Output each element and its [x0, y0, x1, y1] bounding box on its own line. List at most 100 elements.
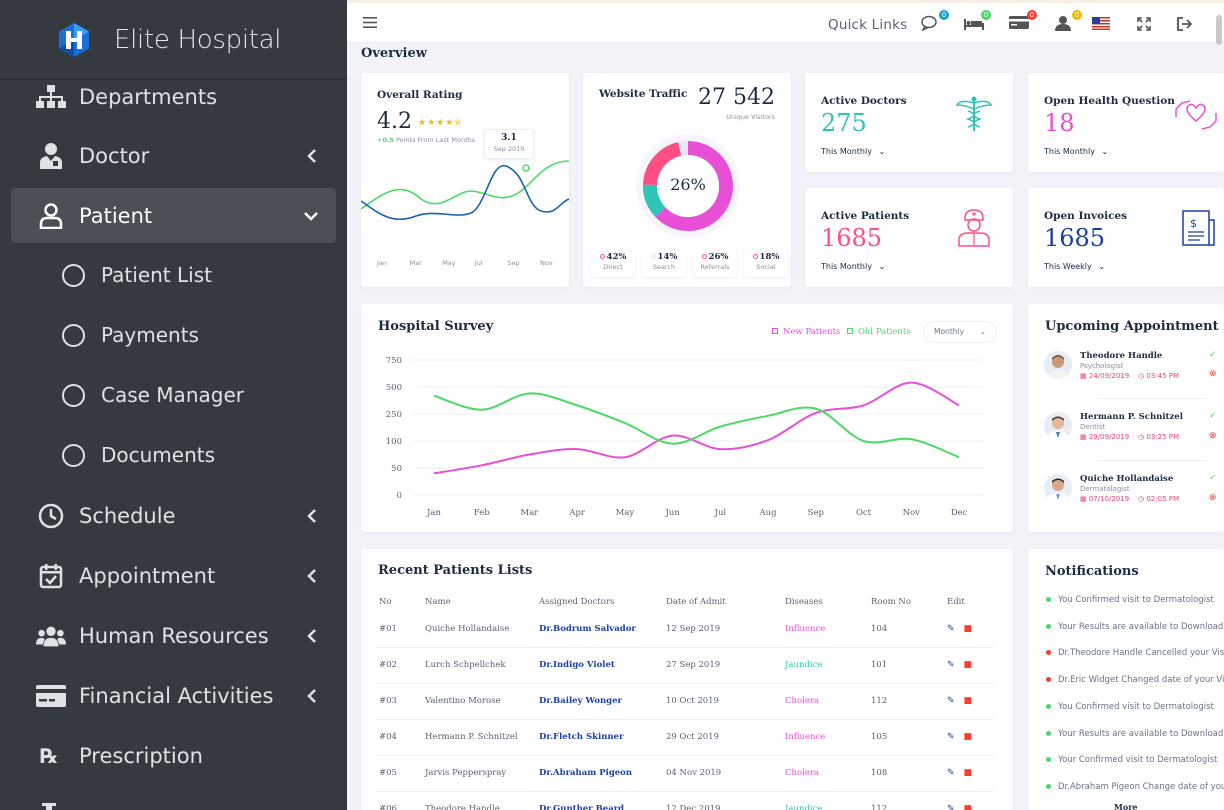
x-tick-label: Apr [568, 508, 586, 518]
edit-user-icon[interactable]: ✎ [947, 804, 955, 810]
rating-change-text: Points From Last Months [396, 136, 475, 144]
divider [1098, 460, 1206, 461]
cell-no: #02 [375, 647, 421, 683]
confirm-icon[interactable]: ✓ [1209, 472, 1217, 483]
sidebar-item-departments[interactable]: Departments [11, 69, 336, 124]
notification-item[interactable]: Your Results are available to Download [1046, 729, 1223, 739]
fullscreen-icon[interactable] [1137, 17, 1159, 35]
table-row[interactable]: #04 Hermann P. Schnitzel Dr.Fletch Skinner… [375, 719, 995, 755]
edit-user-icon[interactable]: ✎ [947, 732, 955, 742]
appointment-item[interactable]: Theodore Handle Psychologist ▦ 24/09/201… [1044, 351, 1224, 395]
period-dropdown[interactable]: This Monthly ⌄ [1044, 147, 1108, 156]
notification-item[interactable]: Dr.Theodore Handle Cancelled your Visit [1046, 648, 1224, 658]
brand[interactable]: Elite Hospital [0, 0, 347, 80]
sidebar-subitem-payments[interactable]: Payments [62, 315, 199, 355]
stat-card-open-invoices: Open Invoices 1685 This Weekly ⌄ $ [1028, 188, 1224, 287]
sidebar-item-label: Human Resources [79, 624, 269, 648]
us-flag-icon[interactable] [1092, 17, 1114, 35]
sidebar-item-doctor[interactable]: Doctor [11, 128, 336, 183]
cell-edit: ✎ ■ [943, 683, 995, 719]
notification-item[interactable]: Your Results are available to Download [1046, 622, 1223, 632]
delete-icon[interactable]: ■ [964, 696, 973, 706]
hamburger-icon[interactable] [363, 17, 377, 28]
appointment-time: ◷ 02:05 PM [1138, 495, 1179, 503]
table-row[interactable]: #03 Valentino Morose Dr.Bailey Wonger 10 Oc… [375, 683, 995, 719]
sidebar-item-label: Departments [79, 85, 217, 109]
quick-links[interactable]: Quick Links [828, 17, 907, 33]
table-row[interactable]: #02 Lurch Schpellchek Dr.Indigo Violet 27 S… [375, 647, 995, 683]
scrollbar[interactable] [1216, 15, 1222, 45]
logout-icon[interactable] [1177, 17, 1199, 35]
invoice-icon: $ [1180, 208, 1216, 248]
confirm-icon[interactable]: ✓ [1209, 410, 1217, 421]
more-link[interactable]: More [1114, 802, 1138, 810]
survey-period-select[interactable]: Monthly ⌄ [923, 321, 997, 343]
x-tick-label: Oct [856, 508, 872, 518]
sidebar-item-prescription[interactable]: ℞ Prescription [11, 728, 336, 783]
traffic-source-value: 26% [709, 252, 729, 262]
table-row[interactable]: #05 Jarvis Pepperspray Dr.Abraham Pigeon 04… [375, 755, 995, 791]
legend-new-patients[interactable]: New Patients [772, 327, 840, 337]
period-dropdown[interactable]: This Monthly ⌄ [821, 147, 885, 156]
stat-title: Active Patients [821, 210, 909, 222]
svg-text:$: $ [1190, 217, 1197, 230]
traffic-source-value: 42% [607, 252, 627, 262]
cell-date: 12 Dec 2019 [662, 791, 781, 810]
confirm-icon[interactable]: ✓ [1209, 349, 1217, 360]
edit-user-icon[interactable]: ✎ [947, 696, 955, 706]
sidebar-item-label: Doctor [79, 144, 149, 168]
x-tick-label: Aug [759, 508, 778, 518]
chevron-down-icon: ⌄ [878, 262, 885, 271]
circle-icon [62, 444, 85, 467]
y-tick-label: 250 [386, 410, 402, 420]
notification-item[interactable]: You Confirmed visit to Dermatologist [1046, 702, 1214, 712]
cancel-icon[interactable]: ⊗ [1209, 492, 1217, 503]
notifications-title: Notifications [1045, 564, 1139, 579]
period-dropdown[interactable]: This Weekly ⌄ [1044, 262, 1105, 271]
status-dot-icon [1046, 624, 1051, 629]
appointment-time: ◷ 03:45 PM [1138, 372, 1179, 380]
period-dropdown[interactable]: This Monthly ⌄ [821, 262, 885, 271]
notification-item[interactable]: Dr.Abraham Pigeon Change date of you Vis… [1046, 782, 1224, 792]
legend-label: New Patients [783, 327, 840, 337]
y-tick-label: 100 [386, 437, 402, 447]
delete-icon[interactable]: ■ [964, 768, 973, 778]
sidebar-subitem-documents[interactable]: Documents [62, 435, 215, 475]
cancel-icon[interactable]: ⊗ [1209, 368, 1217, 379]
topbar: Quick Links 0 0 0 0 [347, 3, 1224, 43]
user-icon[interactable]: 0 [1054, 15, 1076, 33]
edit-user-icon[interactable]: ✎ [947, 660, 955, 670]
sidebar-subitem-case-manager[interactable]: Case Manager [62, 375, 244, 415]
notification-text: Dr.Eric Widget Changed date of your Visi… [1058, 675, 1224, 685]
table-row[interactable]: #06 Theodore Handle Dr.Gunther Beard 12 Dec… [375, 791, 995, 810]
cell-name: Valentino Morose [421, 683, 535, 719]
credit-card-icon[interactable]: 0 [1009, 15, 1031, 33]
delete-icon[interactable]: ■ [964, 660, 973, 670]
cell-no: #06 [375, 791, 421, 810]
sidebar-item-human-resources[interactable]: Human Resources [11, 608, 336, 663]
notification-item[interactable]: You Confirmed visit to Dermatologist [1046, 595, 1214, 605]
legend-old-patients[interactable]: Old Patients [847, 327, 911, 337]
appointment-item[interactable]: Hermann P. Schnitzel Dentist ▦ 29/09/201… [1044, 412, 1224, 456]
x-tick-label: Nov [903, 508, 921, 518]
appointment-item[interactable]: Quiche Hollandaise Dermatologist ▦ 07/10… [1044, 474, 1224, 518]
sidebar-subitem-patient-list[interactable]: Patient List [62, 255, 212, 295]
sidebar-item-appointment[interactable]: Appointment [11, 548, 336, 603]
period-label: This Monthly [821, 147, 872, 156]
edit-user-icon[interactable]: ✎ [947, 624, 955, 634]
delete-icon[interactable]: ■ [964, 732, 973, 742]
sidebar-item-patient[interactable]: Patient [11, 188, 336, 243]
notification-item[interactable]: Your Confirmed visit to Dermatologist [1046, 755, 1217, 765]
cancel-icon[interactable]: ⊗ [1209, 430, 1217, 441]
notification-item[interactable]: Dr.Eric Widget Changed date of your Visi… [1046, 675, 1224, 685]
delete-icon[interactable]: ■ [964, 804, 973, 810]
chat-icon[interactable]: 0 [921, 15, 943, 33]
sidebar-item-schedule[interactable]: Schedule [11, 488, 336, 543]
edit-user-icon[interactable]: ✎ [947, 768, 955, 778]
sidebar-item-financial-activities[interactable]: Financial Activities [11, 668, 336, 723]
bed-icon[interactable]: 0 [963, 15, 985, 33]
x-tick-label: Dec [951, 508, 968, 518]
table-row[interactable]: #01 Quiche Hollandaise Dr.Bodrum Salvador 1… [375, 611, 995, 647]
hospital-survey-card: Hospital Survey New Patients Old Patient… [361, 304, 1013, 532]
delete-icon[interactable]: ■ [964, 624, 973, 634]
